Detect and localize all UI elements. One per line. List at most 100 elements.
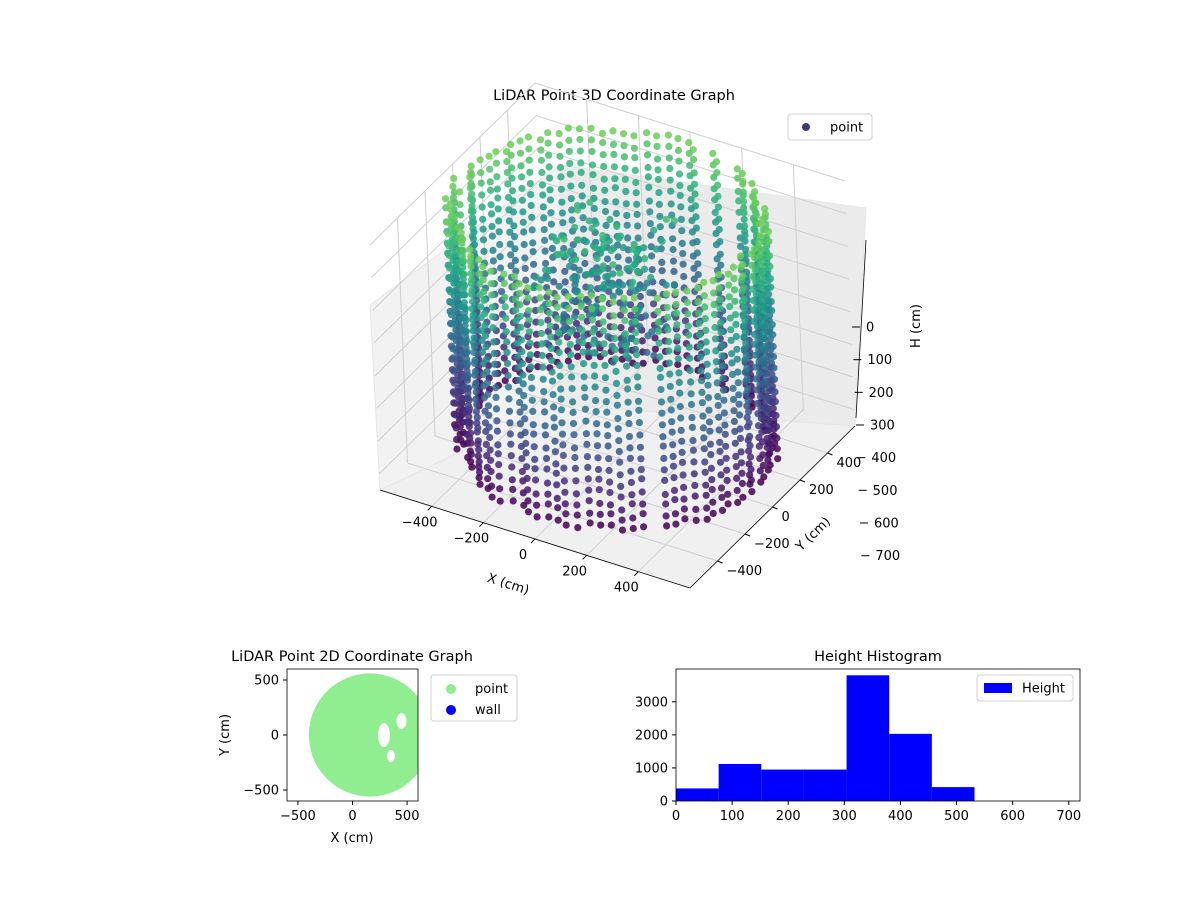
point-3d	[691, 180, 699, 188]
point-3d	[509, 485, 517, 493]
histogram-bar	[803, 769, 847, 801]
point-3d	[518, 196, 527, 204]
point-3d	[674, 135, 682, 143]
point-3d	[670, 267, 678, 275]
point-3d	[595, 486, 603, 494]
point-3d	[707, 464, 716, 472]
point-3d	[467, 162, 475, 170]
point-3d	[598, 305, 607, 313]
point-3d	[472, 408, 480, 416]
point-3d	[565, 147, 573, 155]
point-3d	[487, 267, 495, 275]
point-3d	[492, 393, 500, 401]
point-3d	[669, 245, 677, 254]
point-3d	[728, 350, 736, 358]
point-3d	[674, 355, 682, 363]
legend-3d-point-marker	[802, 123, 810, 131]
point-3d	[735, 400, 743, 408]
point-3d	[517, 162, 525, 170]
point-3d	[561, 267, 569, 275]
point-3d	[748, 488, 756, 496]
point-3d	[538, 168, 546, 177]
point-3d	[662, 215, 670, 223]
point-3d	[603, 255, 612, 263]
point-3d	[559, 441, 567, 449]
point-3d	[504, 371, 512, 380]
point-3d	[643, 151, 652, 159]
point-3d	[746, 432, 754, 440]
point-3d	[487, 201, 495, 209]
point-3d	[708, 476, 716, 484]
point-3d	[504, 383, 513, 391]
point-3d	[526, 180, 534, 188]
point-3d	[461, 291, 469, 299]
point-3d	[488, 482, 496, 490]
point-3d	[569, 274, 577, 282]
point-3d	[472, 388, 480, 396]
point-3d	[762, 409, 770, 417]
point-3d	[634, 222, 642, 230]
point-3d	[546, 309, 554, 317]
point-3d	[463, 337, 471, 345]
x-tick-label-3d: 0	[519, 548, 527, 563]
point-3d	[685, 331, 693, 339]
point-3d	[593, 430, 601, 438]
point-3d	[519, 218, 527, 226]
point-3d	[638, 488, 646, 496]
point-3d	[712, 358, 721, 366]
point-3d	[698, 388, 706, 396]
point-3d	[501, 303, 509, 311]
point-3d	[717, 261, 725, 269]
point-3d	[544, 316, 552, 324]
z-tick-label-3d: 700	[875, 549, 900, 564]
point-3d	[505, 395, 513, 403]
point-3d	[526, 168, 534, 176]
point-3d	[767, 297, 775, 306]
point-3d	[524, 284, 532, 292]
point-3d	[740, 209, 748, 217]
point-3d	[752, 211, 761, 219]
point-3d	[519, 371, 527, 379]
point-3d	[692, 505, 700, 513]
point-3d	[680, 495, 688, 503]
point-3d	[620, 337, 628, 345]
point-3d	[606, 501, 615, 509]
point-3d	[703, 504, 711, 512]
point-3d	[696, 353, 705, 361]
point-3d	[494, 450, 502, 458]
point-3d	[670, 486, 679, 494]
x-axis-label-3d: X (cm)	[485, 571, 531, 599]
y-tick-label-2d: 0	[271, 729, 279, 744]
point-3d	[607, 282, 615, 290]
point-3d	[525, 316, 533, 324]
point-3d	[614, 281, 622, 289]
point-3d	[752, 375, 761, 383]
point-3d	[663, 522, 671, 530]
point-3d	[696, 331, 704, 339]
point-3d	[490, 338, 498, 346]
point-3d	[620, 153, 629, 161]
point-3d	[544, 129, 552, 137]
point-3d	[702, 338, 710, 346]
point-3d	[594, 454, 602, 462]
point-3d	[596, 510, 604, 518]
point-3d	[614, 253, 622, 261]
point-3d	[468, 286, 476, 294]
point-3d	[493, 173, 501, 181]
point-3d	[630, 294, 638, 302]
point-3d	[620, 306, 629, 314]
x-tick-3d	[478, 522, 484, 528]
point-3d	[466, 419, 474, 427]
point-3d	[674, 344, 682, 352]
point-3d	[678, 458, 687, 466]
point-3d	[760, 312, 768, 320]
point-3d	[712, 158, 721, 166]
point-3d	[613, 222, 621, 231]
x-tick-label-3d: 200	[562, 564, 587, 579]
point-3d	[506, 430, 514, 438]
point-3d	[700, 445, 708, 453]
point-3d	[503, 359, 512, 367]
point-3d	[744, 396, 752, 404]
point-3d	[752, 351, 760, 359]
